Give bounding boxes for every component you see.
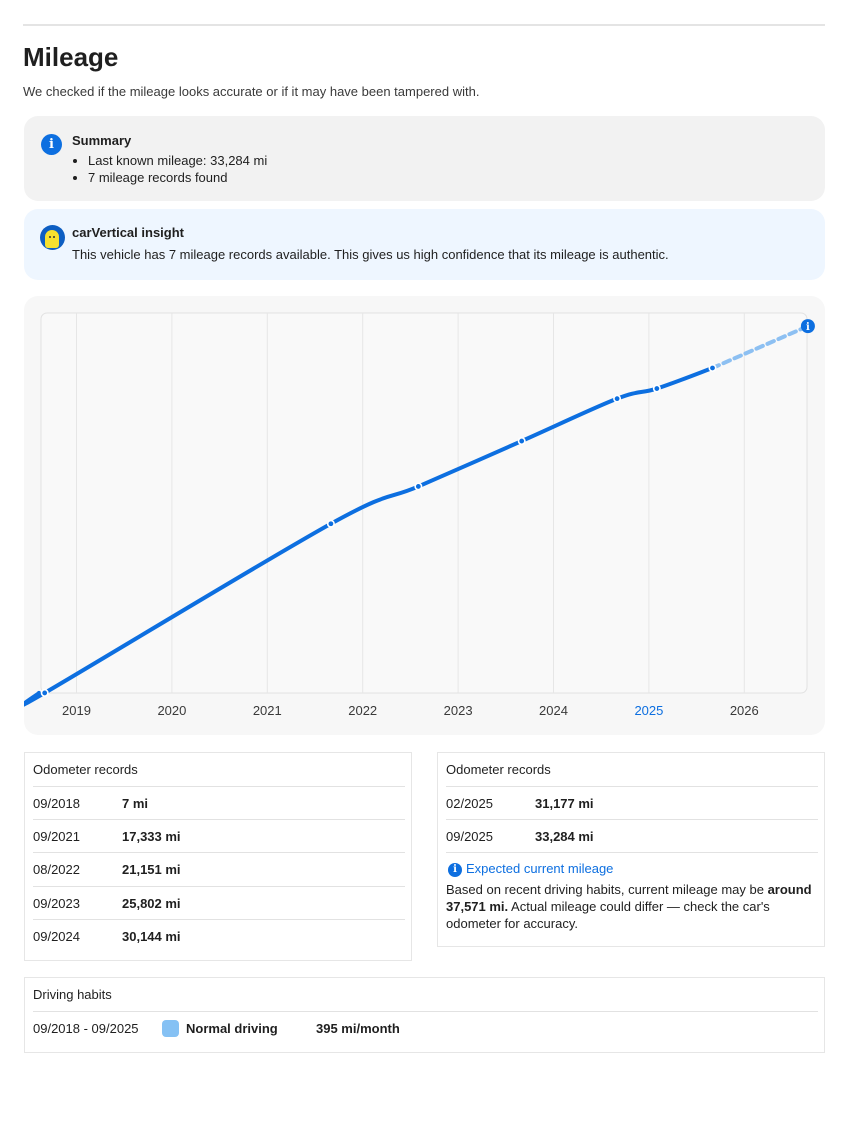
chart-x-tick-label: 2020 bbox=[157, 703, 186, 718]
info-icon: i bbox=[41, 134, 62, 155]
driving-period: 09/2018 - 09/2025 bbox=[33, 1021, 139, 1036]
mileage-record-point bbox=[40, 688, 49, 697]
expected-mileage-text: Based on recent driving habits, current … bbox=[446, 881, 816, 932]
record-value: 33,284 mi bbox=[535, 829, 594, 844]
expected-text-part: Actual mileage could differ — check the … bbox=[446, 899, 770, 931]
odometer-records-left: Odometer records 09/2018 7 mi 09/2021 17… bbox=[24, 752, 412, 961]
driving-heading: Driving habits bbox=[33, 987, 112, 1002]
driving-row: 09/2018 - 09/2025 Normal driving 395 mi/… bbox=[33, 1011, 818, 1045]
chart-x-tick-label: 2022 bbox=[348, 703, 377, 718]
table-row: 02/2025 31,177 mi bbox=[446, 786, 818, 820]
carvertical-mascot-icon bbox=[40, 225, 65, 250]
expected-mileage-value: around 37,571 mi. bbox=[446, 882, 812, 914]
table-row: 09/2021 17,333 mi bbox=[33, 819, 405, 853]
table-row: 09/2018 7 mi bbox=[33, 786, 405, 820]
insight-card: carVertical insight This vehicle has 7 m… bbox=[24, 209, 825, 280]
chart-x-tick-label: 2019 bbox=[62, 703, 91, 718]
record-value: 17,333 mi bbox=[122, 829, 181, 844]
chart-x-tick-label: 2021 bbox=[253, 703, 282, 718]
projection-info-icon bbox=[800, 319, 815, 334]
driving-label: Normal driving bbox=[186, 1021, 278, 1036]
record-date: 09/2018 bbox=[33, 796, 80, 811]
driving-rate: 395 mi/month bbox=[316, 1021, 400, 1036]
summary-list: Last known mileage: 33,284 mi 7 mileage … bbox=[88, 152, 267, 186]
mileage-projection-line bbox=[710, 324, 810, 370]
record-value: 31,177 mi bbox=[535, 796, 594, 811]
chart-x-tick-label: 2024 bbox=[539, 703, 568, 718]
record-date: 08/2022 bbox=[33, 862, 80, 877]
record-value: 21,151 mi bbox=[122, 862, 181, 877]
record-value: 25,802 mi bbox=[122, 896, 181, 911]
top-divider bbox=[23, 24, 825, 26]
mileage-record-point bbox=[326, 519, 335, 528]
mileage-chart: 2019 2020 2021 2022 2023 2024 2025 2026 i bbox=[24, 312, 815, 718]
record-date: 09/2024 bbox=[33, 929, 80, 944]
odometer-records-right: Odometer records 02/2025 31,177 mi 09/20… bbox=[437, 752, 825, 947]
expected-mileage-title: Expected current mileage bbox=[466, 861, 614, 876]
record-value: 30,144 mi bbox=[122, 929, 181, 944]
mileage-record-point bbox=[517, 437, 526, 446]
record-date: 09/2025 bbox=[446, 829, 493, 844]
info-icon: i bbox=[448, 863, 462, 877]
driving-habits-card: Driving habits 09/2018 - 09/2025 Normal … bbox=[24, 977, 825, 1053]
summary-title: Summary bbox=[72, 133, 132, 148]
page-title: Mileage bbox=[23, 42, 119, 72]
summary-item: Last known mileage: 33,284 mi bbox=[88, 152, 267, 169]
row-divider bbox=[446, 852, 818, 853]
mileage-record-point bbox=[414, 482, 423, 491]
mileage-record-point bbox=[613, 394, 622, 403]
table-row: 09/2025 33,284 mi bbox=[446, 819, 818, 853]
record-date: 09/2021 bbox=[33, 829, 80, 844]
mileage-record-point bbox=[652, 384, 661, 393]
summary-item: 7 mileage records found bbox=[88, 169, 267, 186]
table-row: 09/2023 25,802 mi bbox=[33, 886, 405, 920]
page-subtitle: We checked if the mileage looks accurate… bbox=[23, 84, 480, 99]
insight-text: This vehicle has 7 mileage records avail… bbox=[72, 247, 669, 262]
table-row: 08/2022 21,151 mi bbox=[33, 852, 405, 886]
records-heading: Odometer records bbox=[446, 762, 551, 777]
record-value: 7 mi bbox=[122, 796, 149, 811]
record-date: 02/2025 bbox=[446, 796, 493, 811]
chart-plot-area bbox=[40, 312, 808, 694]
record-date: 09/2023 bbox=[33, 896, 80, 911]
chart-x-tick-label: 2026 bbox=[730, 703, 759, 718]
expected-text-part: Based on recent driving habits, current … bbox=[446, 882, 768, 897]
records-heading: Odometer records bbox=[33, 762, 138, 777]
projection-info-icon-glyph: i bbox=[806, 322, 810, 333]
mileage-record-point bbox=[708, 363, 717, 372]
chart-x-tick-label: 2023 bbox=[444, 703, 473, 718]
table-row: 09/2024 30,144 mi bbox=[33, 919, 405, 953]
mileage-chart-card: 2019 2020 2021 2022 2023 2024 2025 2026 i bbox=[24, 296, 825, 735]
driving-color-swatch bbox=[162, 1020, 179, 1037]
summary-card: i Summary Last known mileage: 33,284 mi … bbox=[24, 116, 825, 201]
chart-x-tick-label: 2025 bbox=[634, 703, 663, 718]
insight-title: carVertical insight bbox=[72, 225, 184, 240]
